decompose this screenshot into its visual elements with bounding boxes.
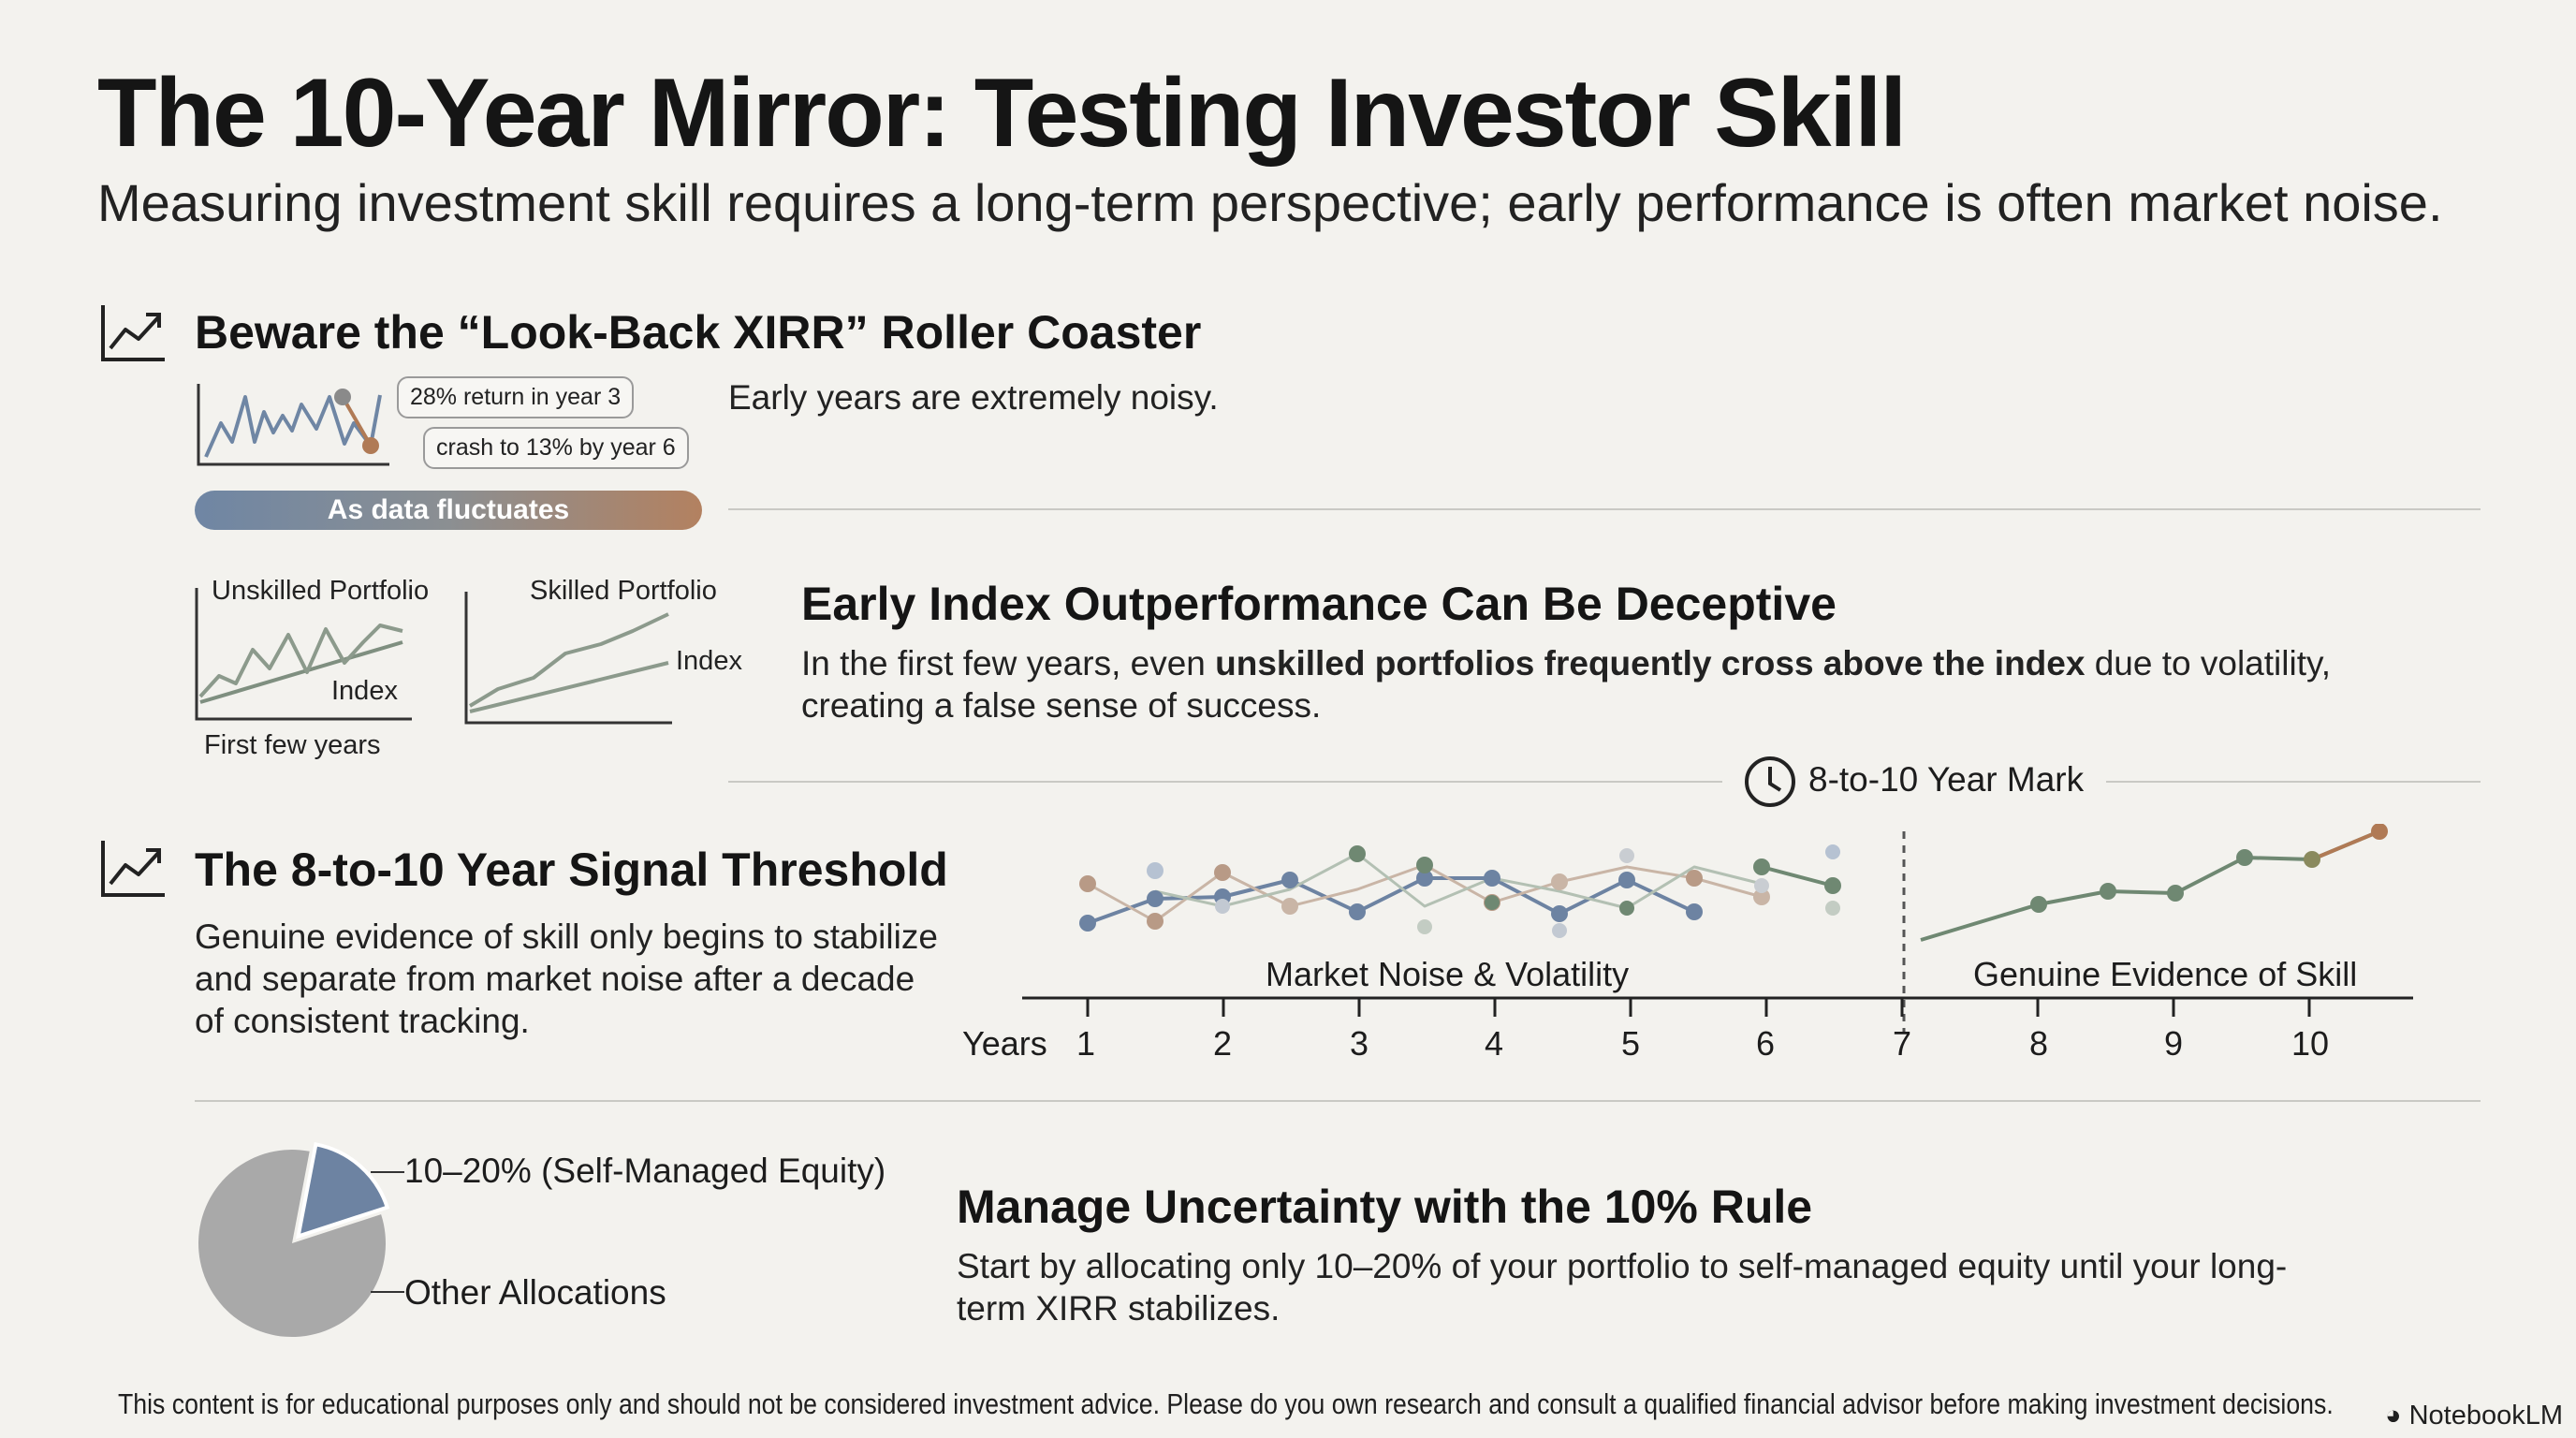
section4-heading: Manage Uncertainty with the 10% Rule	[957, 1181, 1813, 1233]
tick-label: 4	[1485, 1024, 1504, 1063]
unskilled-chart	[195, 588, 412, 721]
mark-label: 8-to-10 Year Mark	[1808, 760, 2085, 799]
clock-icon	[1745, 756, 1795, 807]
skill-line	[1920, 829, 2380, 942]
notebooklm-icon: ◕	[2385, 1401, 2402, 1431]
section1-text: Early years are extremely noisy.	[728, 378, 1219, 417]
brand-logo: ◕ NotebookLM	[2385, 1401, 2564, 1431]
crash-marker	[362, 437, 379, 454]
unskilled-line	[198, 624, 403, 698]
tick-label: 8	[2029, 1024, 2049, 1063]
tick-label: 6	[1756, 1024, 1776, 1063]
tick-label: 2	[1213, 1024, 1233, 1063]
x-ticks	[1086, 998, 2311, 1017]
section3-heading: The 8-to-10 Year Signal Threshold	[195, 844, 948, 896]
section2-heading: Early Index Outperformance Can Be Decept…	[801, 578, 1837, 630]
section3-text: Genuine evidence of skill only begins to…	[195, 917, 938, 1040]
peak-crash-segment	[334, 389, 379, 454]
noise-line-blue	[1087, 876, 1695, 925]
section1-heading: Beware the “Look-Back XIRR” Roller Coast…	[195, 306, 1202, 359]
skilled-chart	[464, 592, 672, 725]
noise-label: Market Noise & Volatility	[1266, 955, 1630, 993]
disclaimer: This content is for educational purposes…	[118, 1387, 2334, 1420]
pie-leader-lines	[371, 1171, 404, 1293]
tick-label: 1	[1076, 1024, 1096, 1063]
index-line	[199, 640, 403, 704]
allocation-pie	[198, 1141, 390, 1338]
skill-points	[2030, 824, 2388, 913]
first-years-label: First few years	[204, 730, 381, 760]
page-subtitle: Measuring investment skill requires a lo…	[97, 173, 2443, 232]
divider	[2106, 781, 2481, 783]
noise-points	[1079, 844, 1841, 938]
page-title: The 10-Year Mirror: Testing Investor Ski…	[97, 59, 1907, 168]
volatility-line	[204, 394, 382, 458]
signal-threshold-chart	[1022, 824, 2413, 1032]
skilled-label: Skilled Portfolio	[530, 576, 717, 606]
trend-chart-icon	[101, 841, 165, 897]
roller-coaster-chart	[197, 384, 389, 466]
pie-slice-self-managed	[295, 1141, 390, 1240]
noise-line-tail	[1761, 865, 1834, 888]
data-fluctuates-pill: As data fluctuates	[195, 491, 702, 530]
index-line	[469, 661, 669, 713]
divider	[728, 781, 1722, 783]
x-axis-label: Years	[962, 1024, 1047, 1063]
divider	[195, 1100, 2481, 1102]
tick-label: 9	[2164, 1024, 2184, 1063]
skill-label: Genuine Evidence of Skill	[1973, 955, 2358, 993]
trend-chart-icon	[101, 305, 165, 361]
pie-label-self: 10–20% (Self-Managed Equity)	[404, 1152, 886, 1190]
noise-line-green	[1154, 852, 1763, 910]
tick-label: 5	[1621, 1024, 1641, 1063]
index-label-skilled: Index	[676, 646, 742, 676]
divider	[728, 508, 2481, 510]
skilled-line	[468, 612, 669, 708]
section2-text: In the first few years, even unskilled p…	[801, 644, 2332, 725]
crash-callout: crash to 13% by year 6	[423, 427, 689, 469]
index-label-unskilled: Index	[331, 676, 398, 706]
unskilled-label: Unskilled Portfolio	[212, 576, 430, 606]
tick-label: 10	[2291, 1024, 2330, 1063]
section4-text: Start by allocating only 10–20% of your …	[957, 1247, 2288, 1328]
tick-label: 3	[1350, 1024, 1369, 1063]
peak-callout: 28% return in year 3	[397, 376, 635, 418]
pie-slice-other	[198, 1150, 387, 1338]
peak-marker	[334, 389, 351, 405]
pie-label-other: Other Allocations	[404, 1273, 666, 1312]
tick-label: 7	[1893, 1024, 1912, 1063]
